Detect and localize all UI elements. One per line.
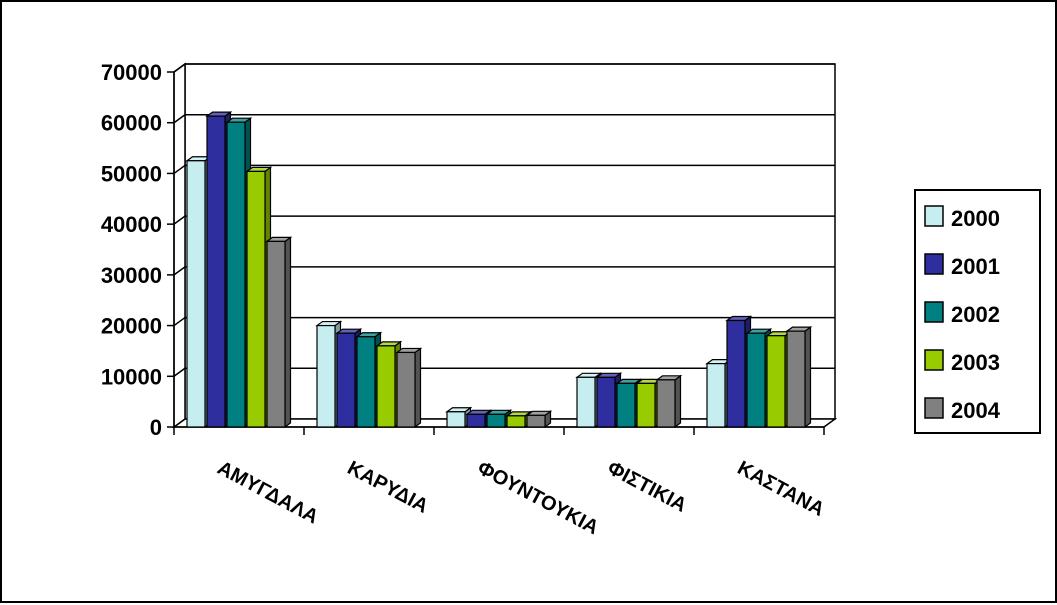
bar-2004-1 [395,347,423,429]
bar-front [446,411,466,428]
y-tick-label: 30000 [101,263,162,288]
legend-label: 2003 [951,350,1000,375]
bar-front [356,336,376,428]
y-tick-label: 60000 [101,111,162,136]
bar-side [804,325,812,429]
bar-front [746,332,766,428]
legend-label: 2002 [951,302,1000,327]
x-category-label: ΦΟΥΝΤΟΥΚΙΑ [474,457,603,539]
y-tick-label: 0 [150,415,162,440]
y-tick-label: 40000 [101,212,162,237]
bar-front [596,376,616,428]
x-category-label: ΦΙΣΤΙΚΙΑ [604,457,690,517]
bar-front [266,240,286,428]
bar-2003-0 [245,166,273,429]
y-tick-label: 10000 [101,364,162,389]
bar-side [284,236,292,429]
bar-front [506,415,526,428]
y-tick-label: 20000 [101,314,162,339]
legend-swatch [924,397,944,419]
bar-side [414,347,422,429]
legend-swatch [924,253,944,275]
gridline-side [173,164,186,175]
bar-2004-4 [785,325,813,429]
bar-front [526,414,546,428]
bar-front [616,382,636,428]
legend-label: 2004 [951,398,1001,423]
bar-front [396,351,416,428]
x-category-label: ΚΑΡΥΔΙΑ [344,457,432,518]
bar-2000-2 [445,406,473,429]
gridline-side [173,63,186,73]
legend-label: 2000 [951,206,1000,231]
bar-front [226,121,246,428]
bar-front [316,324,336,428]
legend-swatch [924,349,944,371]
gridline-side [173,266,186,276]
bar-front [726,319,746,428]
bar-front [786,330,806,428]
bar-front [466,413,486,428]
bar-front [186,160,206,428]
bar-front [206,115,226,428]
bar-side [674,374,682,429]
bar-front [336,332,356,428]
bar-2004-2 [525,410,553,429]
x-category-label: ΑΜΥΓΔΑΛΑ [214,457,322,528]
legend-swatch [924,205,944,227]
bar-front [636,382,656,428]
bar-front [246,170,266,428]
y-tick-label: 70000 [101,60,162,85]
legend-swatch [924,301,944,323]
legend-label: 2001 [951,254,1000,279]
bar-front [766,335,786,428]
y-tick-label: 50000 [101,161,162,186]
bar-front [376,345,396,428]
bar-front [706,363,726,428]
gridline-side [173,367,186,377]
bar-front [576,376,596,428]
gridline-side [173,316,186,327]
x-category-label: ΚΑΣΤΑΝΑ [734,457,828,521]
bar-2004-0 [265,236,293,429]
gridline-side [173,215,186,225]
bar-front [656,379,676,428]
gridline-side [173,114,186,124]
bar-2004-3 [655,374,683,429]
bar-front [486,413,506,428]
